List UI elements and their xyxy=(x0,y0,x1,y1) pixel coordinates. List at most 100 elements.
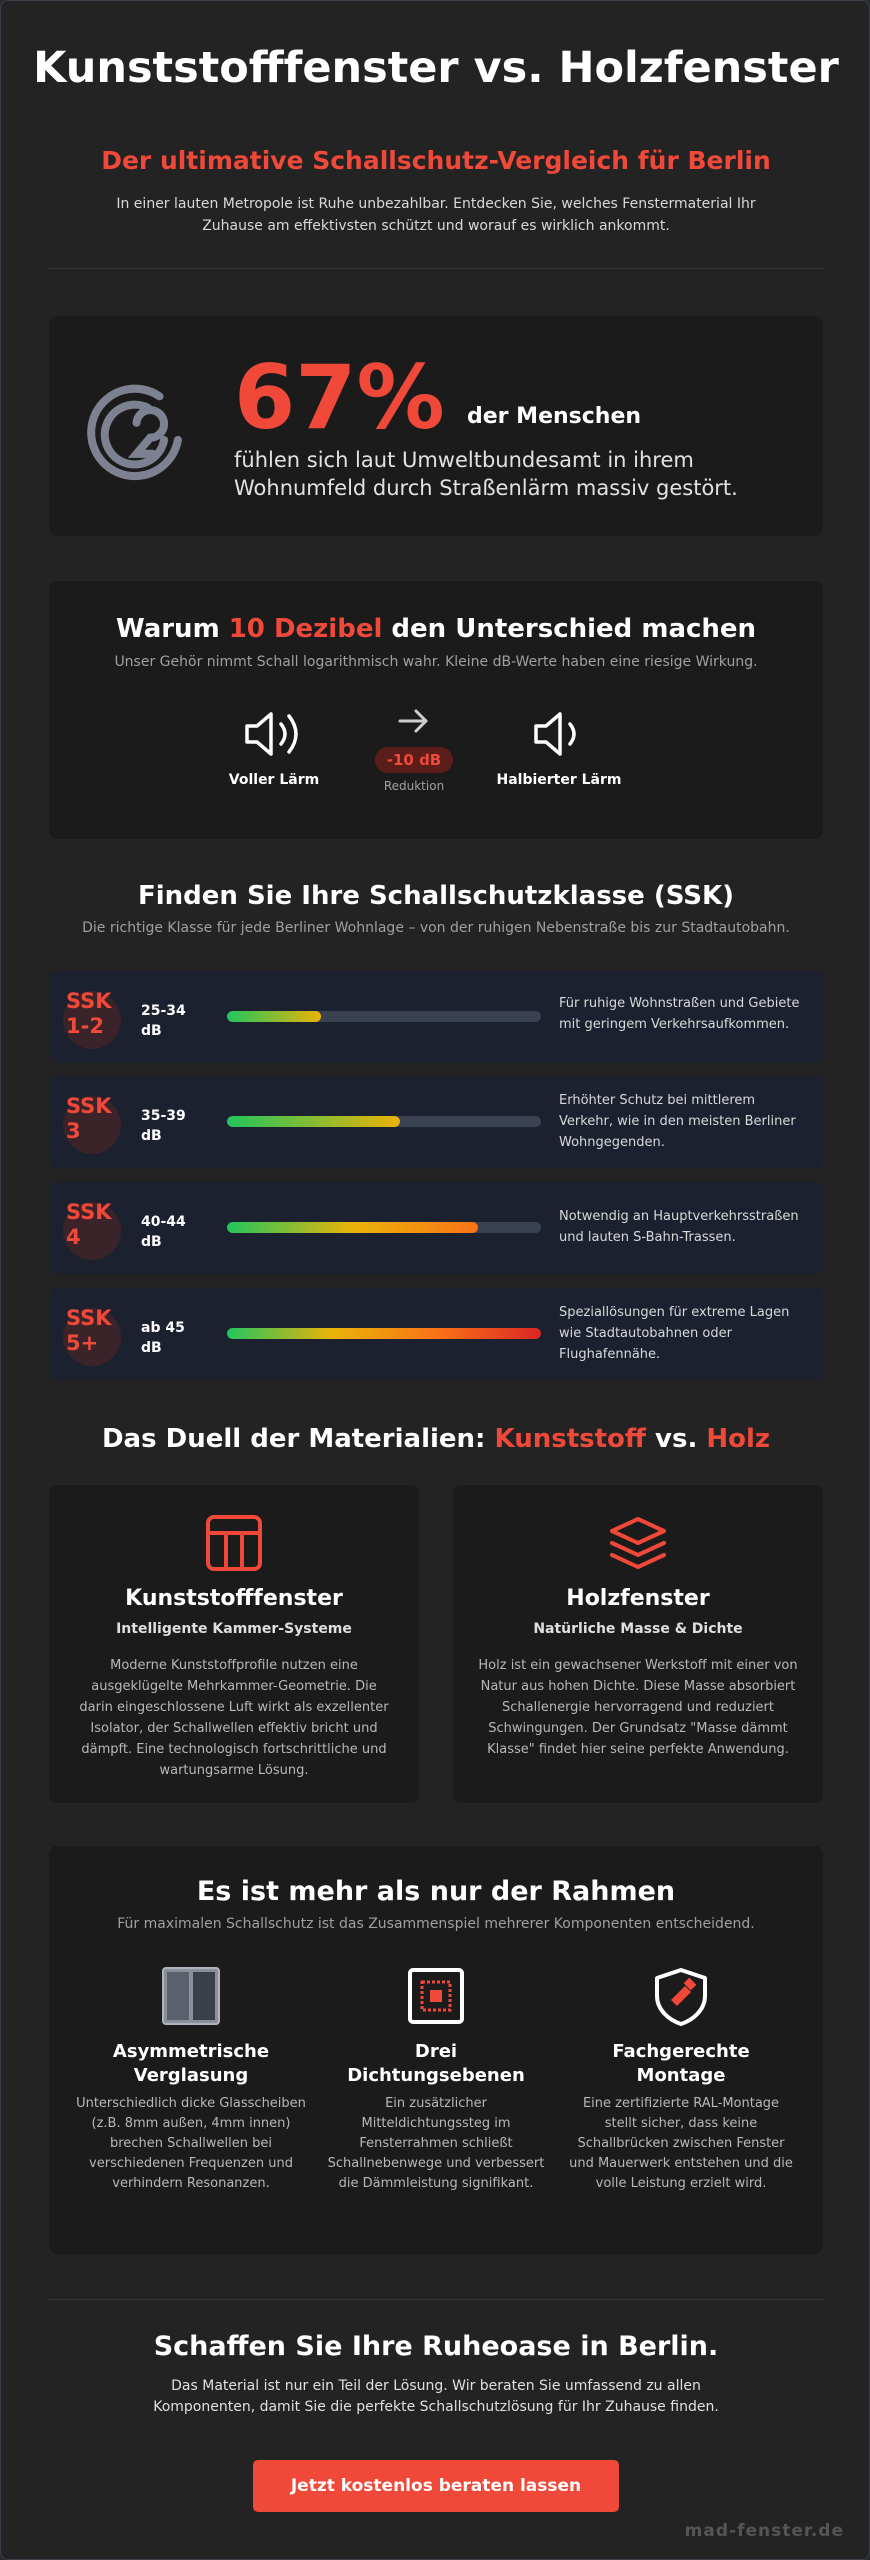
full-noise-label: Voller Lärm xyxy=(228,772,320,788)
duel-title-pre: Das Duell der Materialien: xyxy=(101,1424,495,1454)
component-installation: Fachgerechte Montage Eine zertifizierte … xyxy=(566,1966,796,2194)
component-seals: Drei Dichtungsebenen Ein zusätzlicher Mi… xyxy=(321,1966,551,2194)
divider xyxy=(49,268,823,269)
ssk-class-label: SSK 5+ xyxy=(66,1306,112,1356)
ssk-level-bar xyxy=(227,1222,541,1233)
decibel-title-accent: 10 Dezibel xyxy=(228,614,383,644)
component-installation-text: Eine zertifizierte RAL-Montage stellt si… xyxy=(569,2096,793,2191)
ssk-class-label-2: 4 xyxy=(66,1225,81,1249)
ssk-class-label: SSK 4 xyxy=(66,1200,112,1250)
ssk-db-value: 40-44 xyxy=(141,1214,186,1230)
decibel-title: Warum 10 Dezibel den Unterschied machen xyxy=(49,614,823,644)
plastic-window-text: Moderne Kunststoffprofile nutzen eine au… xyxy=(79,1658,389,1778)
stat-description: fühlen sich laut Umweltbundesamt in ihre… xyxy=(234,448,738,500)
reduction-item: -10 dB Reduktion xyxy=(369,703,459,793)
ssk-badge xyxy=(63,991,121,1049)
ssk-db-value: 25-34 xyxy=(141,1003,186,1019)
plastic-window-tag: Intelligente Kammer-Systeme xyxy=(116,1621,352,1637)
ssk-level-bar xyxy=(227,1116,541,1127)
page-subtitle: Der ultimative Schallschutz-Vergleich fü… xyxy=(101,146,771,175)
ssk-level-bar xyxy=(227,1011,541,1022)
wood-window-name: Holzfenster xyxy=(566,1586,710,1611)
ssk-db-range: 40-44 dB xyxy=(141,1212,201,1252)
ssk-title: Finden Sie Ihre Schallschutzklasse (SSK) xyxy=(137,881,735,911)
ssk-db-range: ab 45 dB xyxy=(141,1318,201,1358)
ssk-class-label-1: SSK xyxy=(66,1094,112,1118)
component-glazing-text: Unterschiedlich dicke Glasscheiben (z.B.… xyxy=(76,2096,306,2191)
speaker-loud-icon xyxy=(245,712,298,756)
ssk-level-fill xyxy=(227,1328,541,1339)
ssk-row: SSK 5+ ab 45 dB Speziallösungen für extreme … xyxy=(49,1288,823,1380)
consultation-button[interactable]: Jetzt kostenlos beraten lassen xyxy=(253,2460,619,2512)
ssk-db-range: 35-39 dB xyxy=(141,1106,201,1146)
seal-layers-icon xyxy=(408,1968,464,2024)
ssk-class-label-2: 5+ xyxy=(66,1331,99,1355)
ssk-class-label: SSK 3 xyxy=(66,1094,112,1144)
ssk-class-label-2: 1-2 xyxy=(66,1014,104,1038)
ssk-level-fill xyxy=(227,1011,322,1022)
ear-icon xyxy=(87,384,182,481)
stat-number: 67% xyxy=(234,346,445,449)
duel-title-a: Kunststoff xyxy=(494,1424,646,1454)
ssk-db-range: 25-34 dB xyxy=(141,1001,201,1041)
ssk-class-label-2: 3 xyxy=(66,1119,81,1143)
ssk-badge xyxy=(63,1308,121,1366)
component-seals-name: Drei Dichtungsebenen xyxy=(321,2040,551,2088)
reduction-label: Reduktion xyxy=(383,779,445,793)
ssk-description: Erhöhter Schutz bei mittlerem Verkehr, w… xyxy=(559,1093,796,1150)
ssk-level-bar xyxy=(227,1328,541,1339)
intro-text: In einer lauten Metropole ist Ruhe unbez… xyxy=(116,196,756,234)
ssk-description: Speziallösungen für extreme Lagen wie St… xyxy=(559,1305,790,1362)
decibel-pill: -10 dB xyxy=(374,747,454,773)
speaker-quiet-icon xyxy=(534,712,576,756)
wood-window-tag: Natürliche Masse & Dichte xyxy=(533,1621,743,1637)
components-card: Es ist mehr als nur der Rahmen Für maxim… xyxy=(49,1846,823,2254)
ssk-row: SSK 1-2 25-34 dB Für ruhige Wohnstraßen und … xyxy=(49,971,823,1063)
stat-card: 67% der Menschen fühlen sich laut Umwelt… xyxy=(49,316,823,536)
plastic-window-card: Kunststofffenster Intelligente Kammer-Sy… xyxy=(49,1485,419,1803)
component-glazing: Asymmetrische Verglasung Unterschiedlich… xyxy=(76,1966,306,2194)
ssk-db-unit: dB xyxy=(141,1023,162,1039)
component-installation-name: Fachgerechte Montage xyxy=(566,2040,796,2088)
shield-tool-icon xyxy=(655,1968,707,2026)
duel-title: Das Duell der Materialien: Kunststoff vs… xyxy=(1,1424,870,1454)
component-seals-name-2: Dichtungsebenen xyxy=(347,2065,525,2086)
wood-window-card: Holzfenster Natürliche Masse & Dichte Ho… xyxy=(453,1485,823,1803)
ssk-badge xyxy=(63,1096,121,1154)
ssk-class-label-1: SSK xyxy=(66,1306,112,1330)
ssk-description: Notwendig an Hauptverkehrsstraßen und la… xyxy=(559,1209,799,1245)
ssk-db-unit: dB xyxy=(141,1234,162,1250)
divider xyxy=(49,2299,823,2300)
component-seals-text: Ein zusätzlicher Mitteldichtungssteg im … xyxy=(327,2096,545,2191)
component-installation-name-1: Fachgerechte xyxy=(612,2041,750,2062)
decibel-title-pre: Warum xyxy=(115,614,229,644)
duel-title-mid: vs. xyxy=(645,1424,707,1454)
ssk-class-label: SSK 1-2 xyxy=(66,989,112,1039)
ssk-db-unit: dB xyxy=(141,1340,162,1356)
brand-watermark: mad-fenster.de xyxy=(684,2521,844,2541)
component-seals-name-1: Drei xyxy=(414,2041,458,2062)
ssk-db-value: 35-39 xyxy=(141,1108,186,1124)
component-installation-name-2: Montage xyxy=(636,2065,726,2086)
window-grid-icon xyxy=(206,1515,262,1571)
ssk-badge xyxy=(63,1202,121,1260)
ssk-row: SSK 3 35-39 dB Erhöhter Schutz bei mittlerem… xyxy=(49,1076,823,1168)
decibel-title-post: den Unterschied machen xyxy=(382,614,757,644)
component-glazing-name: Asymmetrische Verglasung xyxy=(76,2040,306,2088)
decibel-subtitle: Unser Gehör nimmt Schall logarithmisch w… xyxy=(114,654,758,670)
decibel-card: Warum 10 Dezibel den Unterschied machen … xyxy=(49,581,823,839)
components-subtitle: Für maximalen Schallschutz ist das Zusam… xyxy=(117,1916,755,1932)
duel-title-b: Holz xyxy=(706,1424,771,1454)
half-noise-item: Halbierter Lärm xyxy=(484,706,634,788)
ssk-row: SSK 4 40-44 dB Notwendig an Hauptverkehrsstr… xyxy=(49,1182,823,1274)
ssk-subtitle: Die richtige Klasse für jede Berliner Wo… xyxy=(82,920,790,936)
components-title: Es ist mehr als nur der Rahmen xyxy=(196,1876,676,1907)
ssk-class-label-1: SSK xyxy=(66,1200,112,1224)
arrow-right-icon xyxy=(398,709,428,733)
full-noise-item: Voller Lärm xyxy=(214,706,334,788)
ssk-description: Für ruhige Wohnstraßen und Gebiete mit g… xyxy=(559,996,800,1032)
ssk-level-fill xyxy=(227,1222,479,1233)
cta-text: Das Material ist nur ein Teil der Lösung… xyxy=(153,2378,719,2415)
component-glazing-name-2: Verglasung xyxy=(133,2065,249,2086)
